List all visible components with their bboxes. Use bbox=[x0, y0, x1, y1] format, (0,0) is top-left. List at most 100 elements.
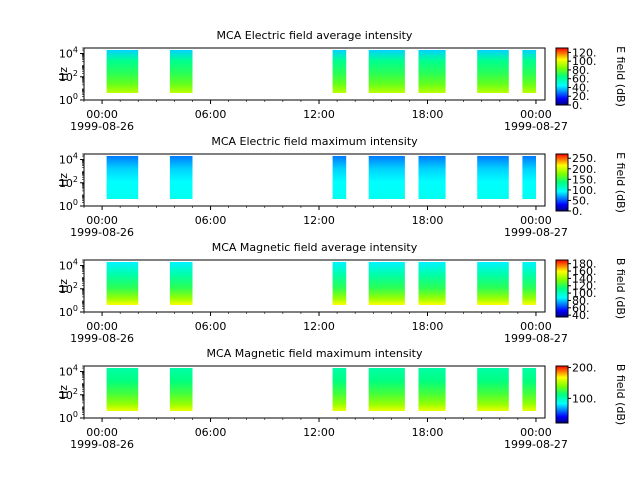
y-tick-exp: 4 bbox=[73, 258, 78, 267]
colorbar-tick-label: 160. bbox=[572, 265, 597, 278]
x-tick-label: 06:00 bbox=[195, 426, 227, 439]
colorbar-tick-label: 20. bbox=[572, 90, 590, 103]
y-tick-base: 10 bbox=[59, 177, 73, 190]
y-tick-exp: 4 bbox=[73, 364, 78, 373]
spectrogram-block bbox=[477, 368, 509, 411]
x-date-label: 1999-08-27 bbox=[504, 226, 568, 239]
x-tick-label: 06:00 bbox=[195, 108, 227, 121]
x-tick-label: 00:00 bbox=[86, 214, 118, 227]
colorbar-tick-label: 40. bbox=[572, 81, 590, 94]
y-tick-label: 102 bbox=[59, 281, 78, 296]
y-tick-label: 104 bbox=[59, 364, 78, 379]
colorbar-label: E field (dB) bbox=[614, 46, 627, 107]
spectrogram-block bbox=[368, 50, 405, 93]
y-tick-exp: 2 bbox=[73, 175, 78, 184]
y-tick-base: 10 bbox=[59, 389, 73, 402]
spectrogram-block bbox=[169, 156, 193, 199]
y-tick-base: 10 bbox=[59, 48, 73, 61]
y-tick-exp: 0 bbox=[73, 410, 78, 419]
x-date-label: 1999-08-26 bbox=[70, 120, 134, 133]
spectrogram-block bbox=[522, 50, 536, 93]
y-tick-label: 100 bbox=[59, 304, 78, 319]
colorbar-tick-label: 0. bbox=[572, 205, 583, 218]
colorbar bbox=[555, 47, 569, 106]
y-tick-exp: 2 bbox=[73, 281, 78, 290]
spectrogram-block bbox=[332, 50, 347, 93]
panel-title: MCA Electric field maximum intensity bbox=[211, 135, 418, 148]
x-tick-label: 00:00 bbox=[520, 426, 552, 439]
panel-title: MCA Magnetic field maximum intensity bbox=[207, 347, 423, 360]
colorbar-tick-label: 50. bbox=[572, 194, 590, 207]
y-tick-label: 102 bbox=[59, 69, 78, 84]
x-tick-label: 12:00 bbox=[303, 320, 335, 333]
y-tick-exp: 4 bbox=[73, 152, 78, 161]
x-tick-label: 06:00 bbox=[195, 320, 227, 333]
colorbar-tick-label: 80. bbox=[572, 294, 590, 307]
spectrogram-block bbox=[368, 156, 405, 199]
x-tick-label: 12:00 bbox=[303, 426, 335, 439]
colorbar-tick-label: 40. bbox=[572, 309, 590, 322]
colorbar-tick-label: 120. bbox=[572, 280, 597, 293]
colorbar-label: B field (dB) bbox=[614, 258, 627, 319]
colorbar-tick-label: 200. bbox=[572, 163, 597, 176]
panel-3: MCA Magnetic field average intensityHz10… bbox=[57, 241, 627, 345]
x-tick-label: 06:00 bbox=[195, 214, 227, 227]
panel-1: MCA Electric field average intensityHz10… bbox=[57, 29, 627, 133]
spectrogram-block bbox=[332, 156, 347, 199]
spectrogram-block bbox=[477, 262, 509, 305]
y-tick-label: 104 bbox=[59, 46, 78, 61]
y-tick-label: 104 bbox=[59, 258, 78, 273]
y-tick-exp: 0 bbox=[73, 304, 78, 313]
colorbar-label: E field (dB) bbox=[614, 152, 627, 213]
x-date-label: 1999-08-27 bbox=[504, 332, 568, 345]
colorbar bbox=[555, 153, 569, 212]
spectrogram-block bbox=[169, 50, 193, 93]
y-tick-base: 10 bbox=[59, 306, 73, 319]
spectrogram-block bbox=[106, 156, 139, 199]
colorbar-tick-label: 60. bbox=[572, 302, 590, 315]
y-axis-label: Hz bbox=[57, 385, 70, 399]
x-tick-label: 00:00 bbox=[520, 108, 552, 121]
spectrogram-block bbox=[522, 156, 536, 199]
spectrogram-block bbox=[418, 262, 446, 305]
panel-title: MCA Magnetic field average intensity bbox=[212, 241, 418, 254]
y-tick-base: 10 bbox=[59, 283, 73, 296]
plot-frame bbox=[83, 153, 546, 207]
y-tick-exp: 4 bbox=[73, 46, 78, 55]
x-date-label: 1999-08-27 bbox=[504, 120, 568, 133]
colorbar-tick-label: 200. bbox=[572, 362, 597, 375]
y-tick-label: 100 bbox=[59, 198, 78, 213]
y-axis-label: Hz bbox=[57, 173, 70, 187]
spectrogram-block bbox=[418, 368, 446, 411]
spectrogram-block bbox=[332, 262, 347, 305]
spectrogram-block bbox=[368, 262, 405, 305]
y-tick-base: 10 bbox=[59, 94, 73, 107]
spectrogram-block bbox=[169, 368, 193, 411]
x-date-label: 1999-08-26 bbox=[70, 438, 134, 451]
spectrogram-block bbox=[522, 368, 536, 411]
colorbar-tick-label: 140. bbox=[572, 272, 597, 285]
y-tick-base: 10 bbox=[59, 71, 73, 84]
x-tick-label: 18:00 bbox=[412, 426, 444, 439]
x-date-label: 1999-08-26 bbox=[70, 226, 134, 239]
y-tick-label: 102 bbox=[59, 175, 78, 190]
colorbar-tick-label: 180. bbox=[572, 258, 597, 271]
panel-4: MCA Magnetic field maximum intensityHz10… bbox=[57, 347, 627, 451]
y-tick-exp: 0 bbox=[73, 198, 78, 207]
colorbar-tick-label: 60. bbox=[572, 73, 590, 86]
colorbar-tick-label: 100. bbox=[572, 184, 597, 197]
spectrogram-block bbox=[418, 50, 446, 93]
colorbar-label: B field (dB) bbox=[614, 364, 627, 425]
colorbar-tick-label: 250. bbox=[572, 152, 597, 165]
x-tick-label: 00:00 bbox=[520, 320, 552, 333]
y-tick-base: 10 bbox=[59, 154, 73, 167]
y-tick-label: 100 bbox=[59, 92, 78, 107]
y-tick-base: 10 bbox=[59, 200, 73, 213]
spectrogram-block bbox=[477, 156, 509, 199]
colorbar-tick-label: 120. bbox=[572, 46, 597, 59]
y-axis-label: Hz bbox=[57, 67, 70, 81]
spectrogram-block bbox=[169, 262, 193, 305]
y-tick-base: 10 bbox=[59, 366, 73, 379]
plot-frame bbox=[83, 47, 546, 101]
x-tick-label: 00:00 bbox=[86, 426, 118, 439]
